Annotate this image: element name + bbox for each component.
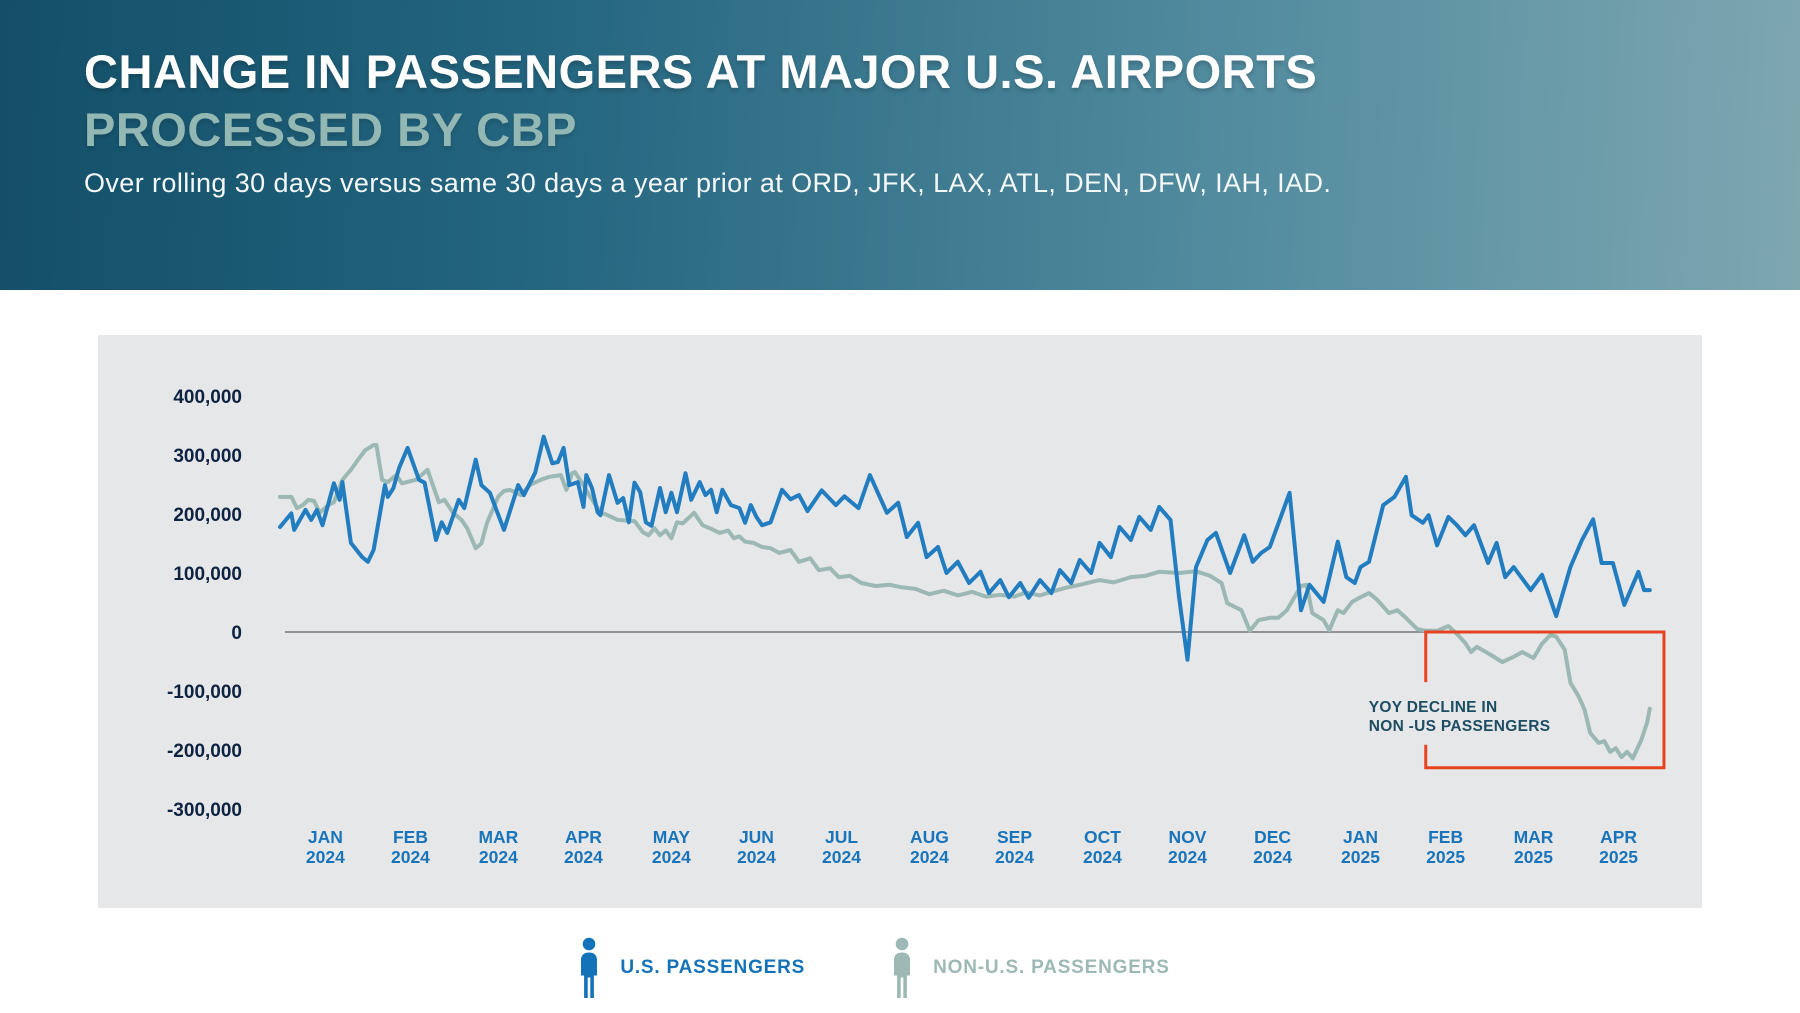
x-axis-label: NOV 2024 xyxy=(1168,827,1207,867)
header-banner: CHANGE IN PASSENGERS AT MAJOR U.S. AIRPO… xyxy=(0,0,1800,290)
chart-panel: 400,000 300,000 200,000 100,000 0 -100,000 -20… xyxy=(98,335,1702,908)
x-axis-label: FEB 2024 xyxy=(391,827,430,867)
legend-label-us: U.S. PASSENGERS xyxy=(620,957,806,978)
x-axis-label: JAN 2025 xyxy=(1341,827,1380,867)
x-axis-label: DEC 2024 xyxy=(1253,827,1292,867)
page-subtitle-accent: PROCESSED BY CBP xyxy=(84,103,577,156)
y-axis-label: -200,000 xyxy=(167,741,242,762)
legend-item-us: U.S. PASSENGERS xyxy=(576,937,805,999)
y-axis-label: 0 xyxy=(231,623,242,644)
page-title: CHANGE IN PASSENGERS AT MAJOR U.S. AIRPO… xyxy=(84,45,1318,98)
series-line-us xyxy=(278,434,1652,662)
legend-item-non-us: NON-U.S. PASSENGERS xyxy=(889,937,1170,999)
chart-legend: U.S. PASSENGERS NON-U.S. PASSENGERS xyxy=(0,928,1800,1008)
yoy-decline-callout-box xyxy=(1424,630,1666,770)
person-icon-non-us xyxy=(894,937,911,998)
series-line-non-us xyxy=(278,443,1652,761)
y-axis-label: 400,000 xyxy=(173,387,242,408)
y-axis-label: -100,000 xyxy=(167,682,242,703)
y-axis-label: -300,000 xyxy=(167,800,242,821)
y-axis-label: 300,000 xyxy=(173,446,242,467)
x-axis-label: MAR 2025 xyxy=(1514,827,1554,867)
legend-label-non-us: NON-U.S. PASSENGERS xyxy=(933,957,1170,978)
line-chart: 400,000 300,000 200,000 100,000 0 -100,000 -20… xyxy=(167,387,1666,867)
x-axis-label: APR 2024 xyxy=(564,827,603,867)
x-axis-label: JUL 2024 xyxy=(822,827,861,867)
chart-description: Over rolling 30 days versus same 30 days… xyxy=(84,168,1332,198)
x-axis-label: SEP 2024 xyxy=(995,827,1034,867)
y-axis-label: 200,000 xyxy=(173,505,242,526)
x-axis-label: FEB 2025 xyxy=(1426,827,1465,867)
x-axis-label: APR 2025 xyxy=(1599,827,1638,867)
x-axis-label: JAN 2024 xyxy=(306,827,345,867)
y-axis-label: 100,000 xyxy=(173,564,242,585)
x-axis-label: MAR 2024 xyxy=(478,827,518,867)
x-axis-label: OCT 2024 xyxy=(1083,827,1122,867)
x-axis-label: AUG 2024 xyxy=(910,827,949,867)
yoy-decline-annotation: YOY DECLINE IN NON -US PASSENGERS xyxy=(1369,699,1551,735)
person-icon-us xyxy=(581,937,598,998)
x-axis-label: JUN 2024 xyxy=(737,827,776,867)
x-axis-label: MAY 2024 xyxy=(652,827,691,867)
